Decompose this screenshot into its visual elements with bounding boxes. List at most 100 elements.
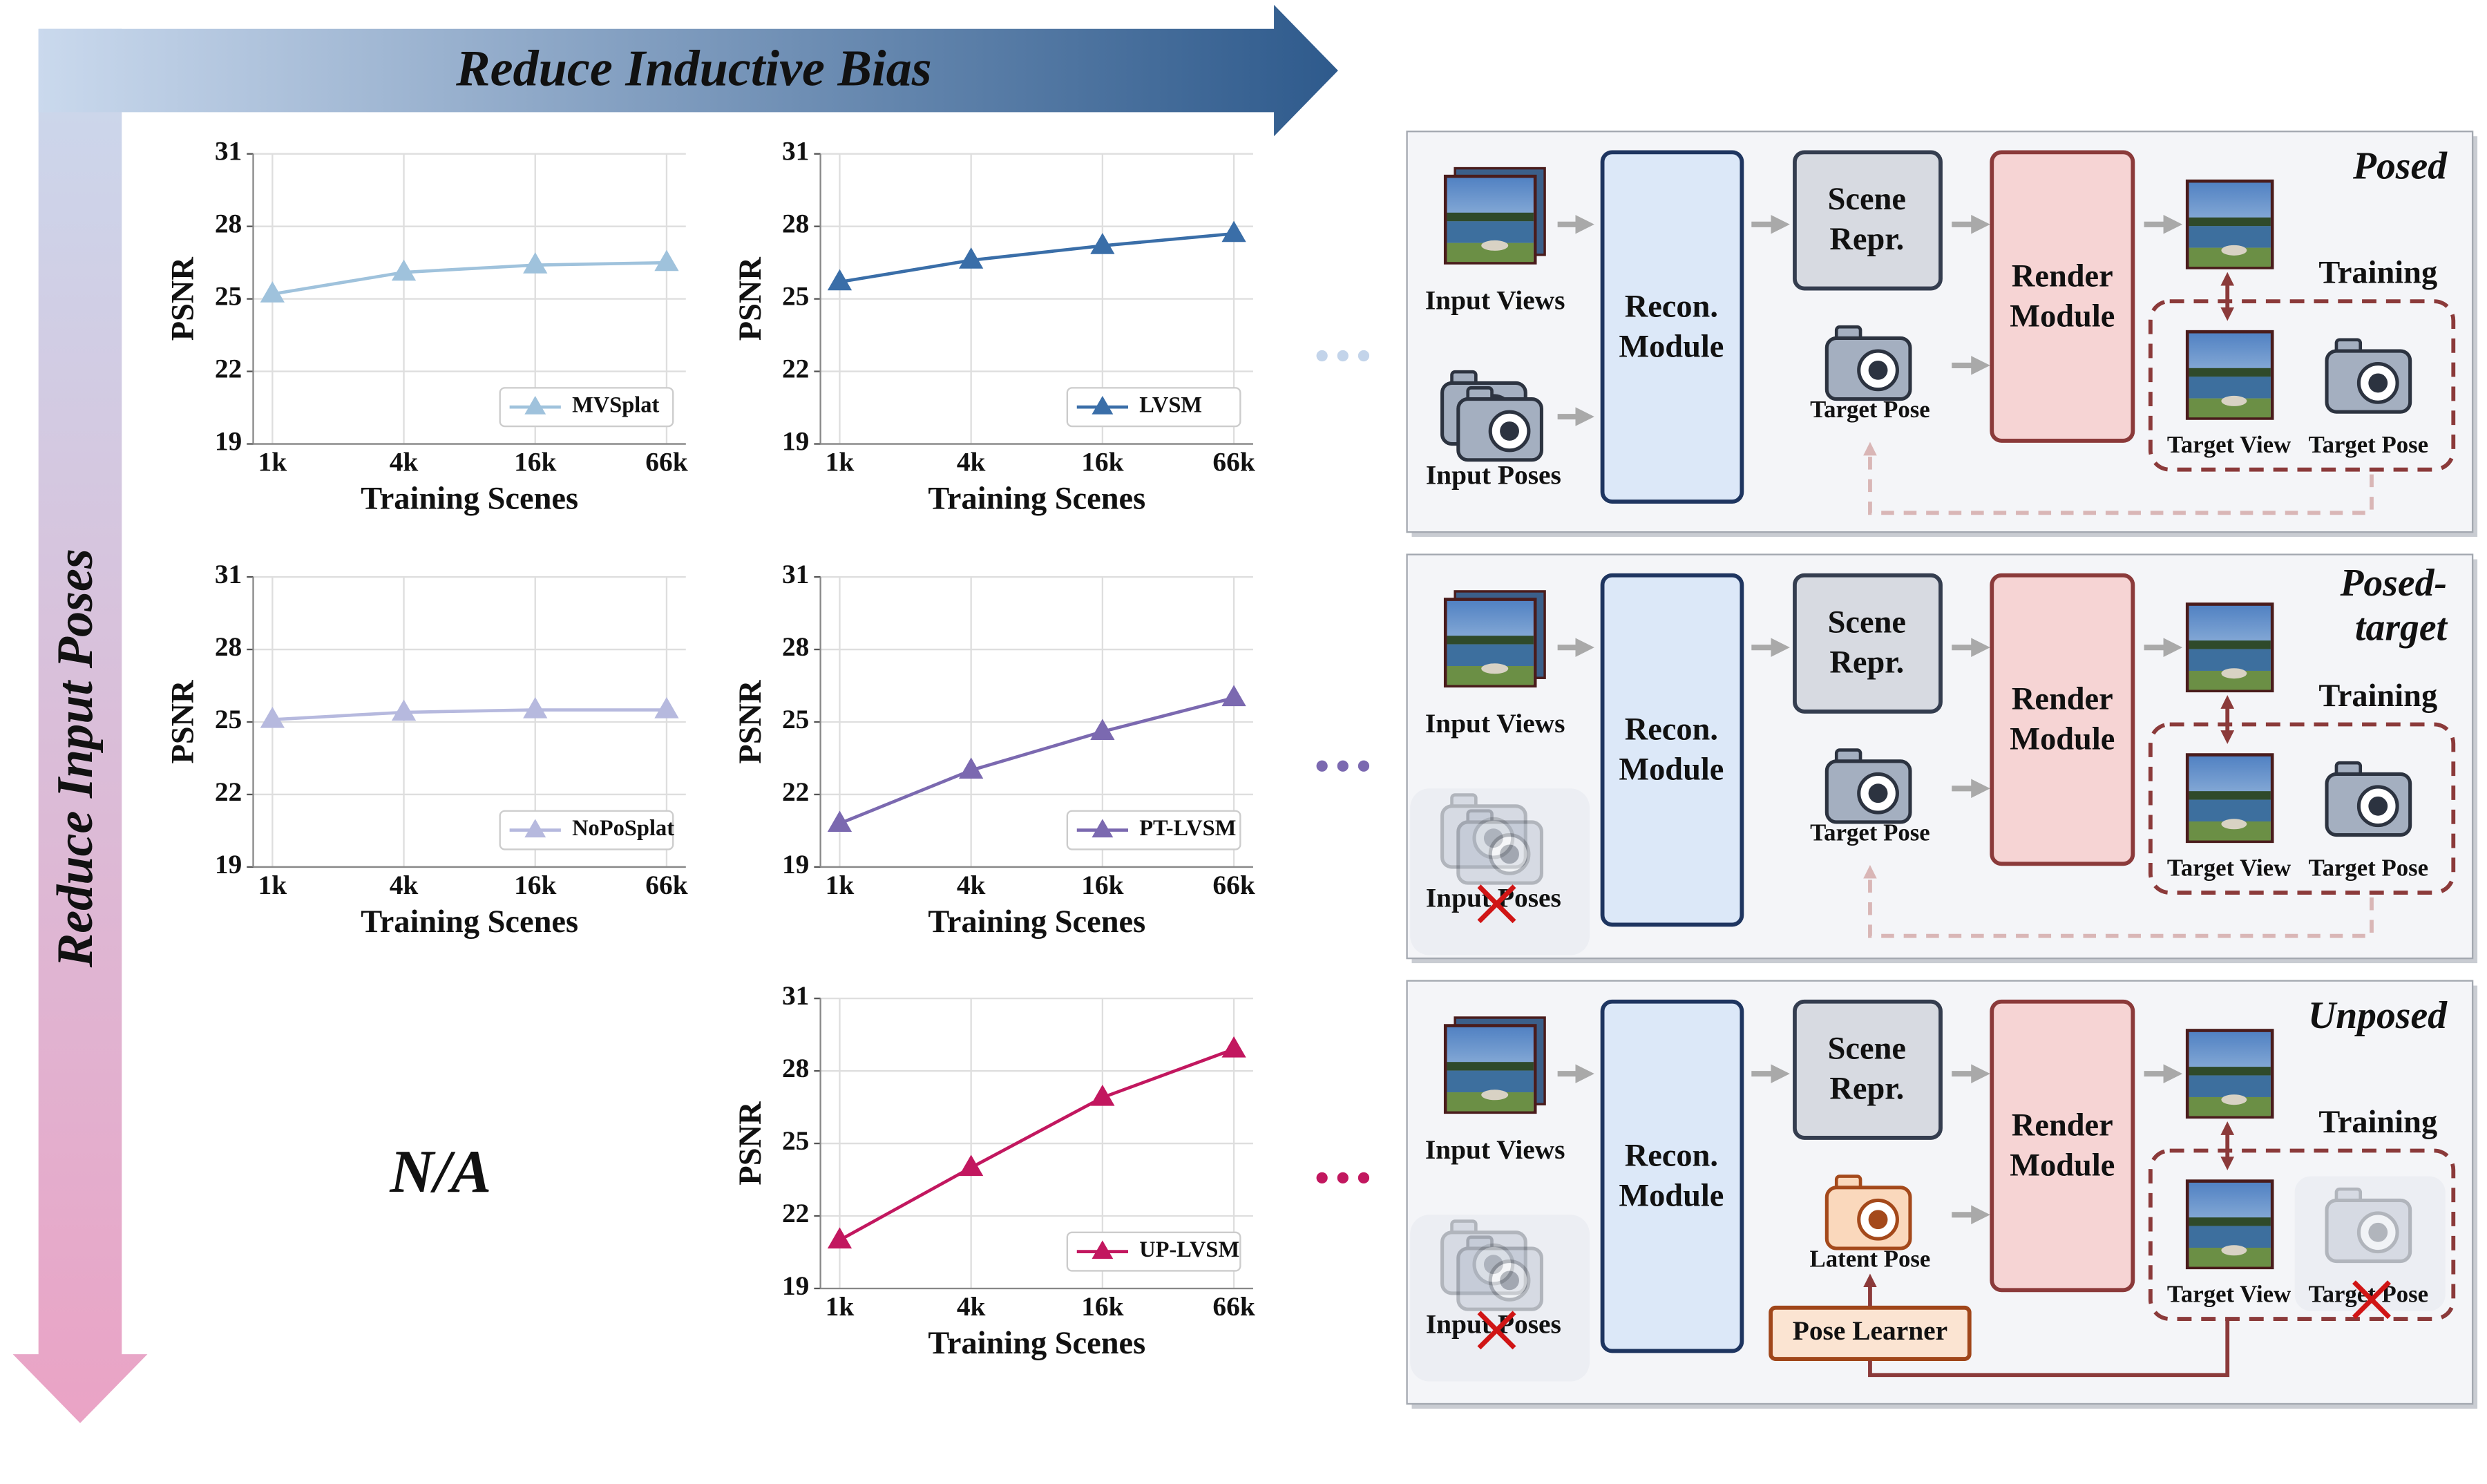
target-pose-label: Target Pose bbox=[1810, 396, 1930, 423]
point-marker bbox=[523, 252, 548, 274]
training-label: Training bbox=[2318, 256, 2437, 291]
ellipsis-row-2 bbox=[1316, 760, 1370, 772]
point-marker bbox=[1090, 719, 1115, 741]
image-trees bbox=[2189, 217, 2271, 227]
input-views-label: Input Views bbox=[1425, 1134, 1565, 1165]
y-tick-label: 22 bbox=[215, 354, 242, 384]
legend-box bbox=[499, 387, 674, 428]
target-pose-label: Latent Pose bbox=[1810, 1246, 1931, 1273]
image-water bbox=[2189, 1226, 2271, 1248]
scene-label: Scene bbox=[1828, 605, 1906, 640]
image-detail bbox=[1481, 240, 1509, 251]
y-axis-label: PSNR bbox=[166, 680, 201, 764]
camera-lens-inner bbox=[2368, 796, 2388, 816]
camera-body bbox=[2325, 1198, 2412, 1264]
image-trees bbox=[2189, 1067, 2271, 1076]
image-water bbox=[2189, 377, 2271, 399]
camera-lens-inner bbox=[2368, 373, 2388, 393]
camera-icon bbox=[1824, 748, 1912, 824]
camera-bump bbox=[1466, 809, 1494, 827]
camera-lens-inner bbox=[1483, 1255, 1503, 1275]
image-trees bbox=[1447, 636, 1534, 645]
scene-box bbox=[1793, 573, 1943, 714]
x-tick-label: 66k bbox=[1212, 1291, 1255, 1322]
image-trees bbox=[2189, 1217, 2271, 1226]
point-marker bbox=[1221, 220, 1246, 242]
image-water bbox=[1447, 1070, 1534, 1093]
legend-box bbox=[1066, 810, 1241, 850]
camera-lens-inner bbox=[1500, 1271, 1519, 1291]
scene-label: Repr. bbox=[1829, 222, 1904, 257]
x-tick-label: 66k bbox=[645, 870, 687, 900]
camera-icon bbox=[2325, 338, 2412, 414]
camera-icon bbox=[2325, 1187, 2412, 1264]
scene-box bbox=[1793, 999, 1943, 1140]
image-trees bbox=[1447, 212, 1534, 222]
point-marker bbox=[654, 249, 679, 272]
y-tick-label: 28 bbox=[782, 631, 809, 662]
camera-lens-inner bbox=[1868, 783, 1888, 803]
legend-box bbox=[1066, 387, 1241, 428]
point-marker bbox=[654, 696, 679, 719]
image-trees bbox=[1447, 1062, 1534, 1071]
vertical-arrow-label: Reduce Input Poses bbox=[47, 549, 104, 968]
point-marker bbox=[827, 269, 852, 291]
y-tick-label: 25 bbox=[215, 281, 242, 312]
point-marker bbox=[391, 699, 417, 721]
input-views-label: Input Views bbox=[1425, 708, 1565, 739]
camera-bump bbox=[1450, 793, 1478, 811]
y-tick-label: 31 bbox=[782, 136, 809, 167]
input-poses-label: Input Poses bbox=[1426, 459, 1561, 490]
y-tick-label: 28 bbox=[215, 209, 242, 239]
y-tick-label: 28 bbox=[782, 209, 809, 239]
camera-body bbox=[1440, 804, 1527, 869]
x-tick-label: 1k bbox=[826, 870, 855, 900]
x-tick-label: 4k bbox=[957, 447, 986, 477]
y-tick-label: 19 bbox=[782, 1271, 809, 1301]
point-marker bbox=[260, 706, 285, 728]
camera-lens-inner bbox=[1500, 844, 1519, 864]
render-box bbox=[1990, 573, 2135, 866]
target-pose-label: Target Pose bbox=[1810, 819, 1930, 846]
image-water bbox=[2189, 226, 2271, 248]
x-tick-label: 1k bbox=[258, 447, 287, 477]
cross bbox=[2352, 1280, 2391, 1320]
scene-box bbox=[1793, 150, 1943, 291]
y-tick-label: 31 bbox=[782, 559, 809, 589]
panel-title: Unposed bbox=[2308, 994, 2448, 1037]
x-axis-label: Training Scenes bbox=[928, 482, 1145, 517]
cross bbox=[1477, 1311, 1516, 1350]
training-label: Training bbox=[2318, 678, 2437, 714]
scene-label: Repr. bbox=[1829, 645, 1904, 680]
recon-label: Recon. bbox=[1625, 712, 1718, 748]
camera-lens bbox=[1472, 1243, 1515, 1286]
x-axis-label: Training Scenes bbox=[928, 1326, 1145, 1361]
camera-icon bbox=[1824, 1174, 1912, 1250]
image-water bbox=[2189, 649, 2271, 671]
training-box bbox=[2148, 722, 2456, 895]
x-tick-label: 4k bbox=[390, 447, 419, 477]
y-axis-label: PSNR bbox=[733, 1101, 768, 1186]
series-line bbox=[839, 1047, 1235, 1242]
y-tick-label: 31 bbox=[215, 136, 242, 167]
x-tick-label: 66k bbox=[1212, 447, 1255, 477]
legend-box bbox=[499, 810, 674, 850]
scene-label: Scene bbox=[1828, 1031, 1906, 1066]
panel-title: Posed- bbox=[2339, 562, 2447, 605]
image-detail bbox=[1481, 1090, 1509, 1101]
target-view-label: Target View bbox=[2167, 431, 2291, 458]
pose-learner-label: Pose Learner bbox=[1793, 1315, 1947, 1346]
camera-lens-inner bbox=[1868, 1210, 1888, 1230]
camera-lens bbox=[1488, 833, 1531, 875]
legend-label: UP-LVSM bbox=[1139, 1237, 1239, 1262]
legend-marker bbox=[1092, 819, 1114, 838]
series-line bbox=[271, 260, 667, 296]
image-detail bbox=[2221, 819, 2247, 830]
point-marker bbox=[959, 247, 984, 269]
training-box bbox=[2148, 299, 2456, 472]
x-axis-label: Training Scenes bbox=[928, 904, 1145, 940]
x-tick-label: 66k bbox=[1212, 870, 1255, 900]
